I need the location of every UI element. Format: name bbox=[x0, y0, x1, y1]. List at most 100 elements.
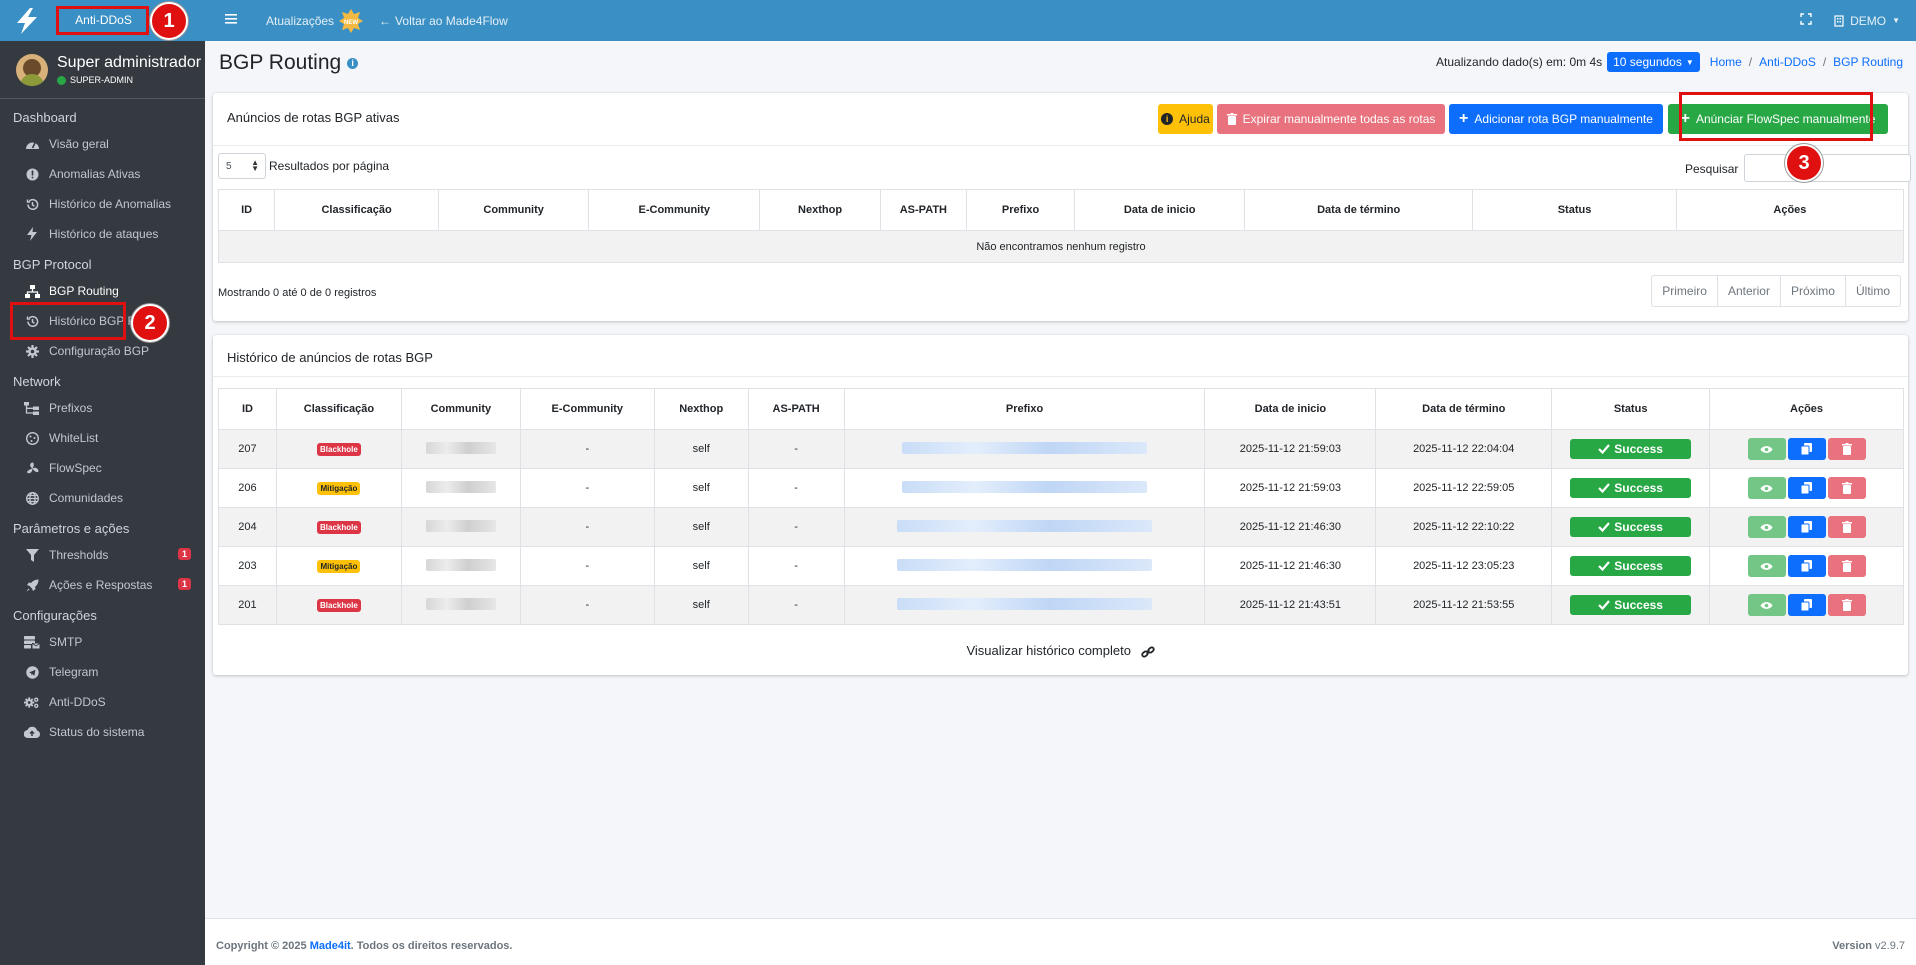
breadcrumb-home[interactable]: Home bbox=[1709, 55, 1742, 69]
active-routes-table: ID Classificação Community E-Community Nexth… bbox=[217, 189, 1905, 263]
history-title: Histórico de anúncios de rotas BGP bbox=[227, 350, 433, 365]
sidebar-item-flowspec[interactable]: FlowSpec bbox=[0, 453, 205, 483]
refresh-interval-select[interactable]: 10 segundos ▼ bbox=[1607, 52, 1700, 72]
back-to-made4flow-link[interactable]: ← Voltar ao Made4Flow bbox=[379, 14, 508, 28]
sidebar-item-whitelist[interactable]: WhiteList bbox=[0, 423, 205, 453]
made4it-logo[interactable] bbox=[14, 7, 40, 35]
nav-section-header: Parâmetros e ações bbox=[13, 521, 130, 536]
view-button[interactable] bbox=[1747, 516, 1786, 538]
delete-button[interactable] bbox=[1827, 477, 1866, 499]
user-role-label: SUPER-ADMIN bbox=[70, 75, 134, 85]
column-header: Community bbox=[400, 388, 521, 430]
sitemap-icon bbox=[24, 400, 40, 416]
cell-community bbox=[400, 429, 521, 469]
help-button[interactable]: i Ajuda bbox=[1158, 104, 1213, 134]
cell-actions bbox=[1709, 507, 1904, 547]
breadcrumb-anti-ddos[interactable]: Anti-DDoS bbox=[1759, 55, 1816, 69]
pager-next[interactable]: Próximo bbox=[1779, 276, 1845, 306]
delete-button[interactable] bbox=[1827, 594, 1866, 616]
updates-link[interactable]: Atualizações NEW bbox=[266, 7, 365, 35]
company-link[interactable]: Made4it bbox=[309, 940, 351, 952]
page-length-select[interactable]: 5 ▲ ▼ bbox=[218, 153, 266, 179]
sidebar-item-anti-ddos[interactable]: Anti-DDoS bbox=[0, 687, 205, 717]
flowspec-label: Anúnciar FlowSpec manualmente bbox=[1695, 112, 1876, 126]
column-header[interactable]: AS-PATH bbox=[879, 189, 967, 231]
copy-button[interactable] bbox=[1787, 594, 1826, 616]
sidebar-item-historico-de-anomalias[interactable]: Histórico de Anomalias bbox=[0, 189, 205, 219]
sidebar-item-prefixos[interactable]: Prefixos bbox=[0, 393, 205, 423]
column-header[interactable]: Data de inicio bbox=[1074, 189, 1246, 231]
pager-first[interactable]: Primeiro bbox=[1662, 284, 1707, 298]
step-marker-3: 3 bbox=[1785, 144, 1823, 182]
copy-button[interactable] bbox=[1787, 477, 1826, 499]
bolt-icon bbox=[24, 226, 40, 242]
sidebar-item-acoes-e-respostas[interactable]: Ações e Respostas 1 bbox=[0, 570, 205, 600]
account-name: DEMO bbox=[1850, 13, 1887, 28]
cell-classification: Mitigação bbox=[275, 468, 402, 508]
pager-last[interactable]: Último bbox=[1844, 276, 1900, 306]
view-button[interactable] bbox=[1747, 555, 1786, 577]
search-input[interactable] bbox=[1744, 154, 1911, 182]
view-button[interactable] bbox=[1747, 438, 1786, 460]
status-badge: Success bbox=[1570, 556, 1692, 576]
brand-name[interactable]: Anti-DDoS bbox=[75, 13, 132, 27]
back-label: Voltar ao Made4Flow bbox=[395, 13, 508, 28]
copy-button[interactable] bbox=[1787, 516, 1826, 538]
user-panel[interactable]: Super administrador SUPER-ADMIN bbox=[0, 41, 205, 99]
column-header[interactable]: Status bbox=[1472, 189, 1677, 231]
copy-button[interactable] bbox=[1787, 438, 1826, 460]
announce-flowspec-button[interactable]: + Anúnciar FlowSpec manualmente bbox=[1668, 104, 1888, 134]
column-header[interactable]: Classificação bbox=[274, 189, 439, 231]
add-bgp-route-button[interactable]: + Adicionar rota BGP manualmente bbox=[1449, 104, 1663, 134]
sidebar-item-anomalias-ativas[interactable]: Anomalias Ativas bbox=[0, 159, 205, 189]
cell-status: Success bbox=[1551, 507, 1711, 547]
menu-toggle-icon[interactable] bbox=[225, 13, 239, 28]
sidebar-item-visao-geral[interactable]: Visão geral bbox=[0, 129, 205, 159]
delete-button[interactable] bbox=[1827, 438, 1866, 460]
sidebar-item-smtp[interactable]: SMTP bbox=[0, 627, 205, 657]
status-label: Success bbox=[1614, 559, 1663, 573]
delete-button[interactable] bbox=[1827, 555, 1866, 577]
table-row: 203 Mitigação - self - 2025-11-12 21:46:30 202… bbox=[218, 546, 1904, 586]
sidebar-item-label: Thresholds bbox=[49, 548, 109, 562]
expire-all-routes-button[interactable]: Expirar manualmente todas as rotas bbox=[1217, 104, 1445, 134]
breadcrumb-current: BGP Routing bbox=[1833, 55, 1903, 69]
eye-icon bbox=[1760, 601, 1773, 609]
view-button[interactable] bbox=[1747, 594, 1786, 616]
sidebar-item-configuracao-bgp[interactable]: Configuração BGP bbox=[0, 336, 205, 366]
cell-classification: Blackhole bbox=[275, 585, 402, 625]
full-history-label: Visualizar histórico completo bbox=[966, 643, 1131, 658]
step-marker-2: 2 bbox=[131, 304, 169, 342]
redacted-community bbox=[425, 441, 496, 454]
column-header[interactable]: Ações bbox=[1675, 189, 1905, 231]
sidebar-item-telegram[interactable]: Telegram bbox=[0, 657, 205, 687]
avatar[interactable] bbox=[16, 53, 48, 86]
sidebar-item-comunidades[interactable]: Comunidades bbox=[0, 483, 205, 513]
column-header[interactable]: Nexthop bbox=[759, 189, 881, 231]
column-header[interactable]: E-Community bbox=[588, 189, 761, 231]
column-header[interactable]: ID bbox=[217, 189, 276, 231]
sidebar-item-historico-de-ataques[interactable]: Histórico de ataques bbox=[0, 219, 205, 249]
column-header[interactable]: Prefixo bbox=[965, 189, 1076, 231]
pager-previous[interactable]: Anterior bbox=[1716, 276, 1780, 306]
status-badge: Success bbox=[1570, 595, 1692, 615]
sidebar-item-thresholds[interactable]: Thresholds 1 bbox=[0, 540, 205, 570]
delete-button[interactable] bbox=[1827, 516, 1866, 538]
column-header[interactable]: Community bbox=[437, 189, 590, 231]
account-menu[interactable]: DEMO ▼ bbox=[1834, 14, 1900, 28]
cell-end-date: 2025-11-12 22:10:22 bbox=[1375, 507, 1553, 547]
nav-section-header: Network bbox=[13, 374, 61, 389]
full-history-link[interactable]: Visualizar histórico completo bbox=[213, 643, 1908, 658]
fullscreen-icon[interactable] bbox=[1800, 13, 1812, 28]
sidebar-item-status-do-sistema[interactable]: Status do sistema bbox=[0, 717, 205, 747]
nav-section-header: BGP Protocol bbox=[13, 257, 92, 272]
user-name[interactable]: Super administrador bbox=[57, 54, 202, 71]
copy-icon bbox=[1801, 443, 1813, 455]
sidebar-item-label: Status do sistema bbox=[49, 725, 145, 739]
column-header[interactable]: Data de término bbox=[1244, 189, 1474, 231]
copy-button[interactable] bbox=[1787, 555, 1826, 577]
view-button[interactable] bbox=[1747, 477, 1786, 499]
sidebar-item-bgp-routing[interactable]: BGP Routing bbox=[0, 276, 205, 306]
cell-prefix bbox=[843, 468, 1206, 508]
info-icon[interactable]: i bbox=[347, 57, 359, 69]
